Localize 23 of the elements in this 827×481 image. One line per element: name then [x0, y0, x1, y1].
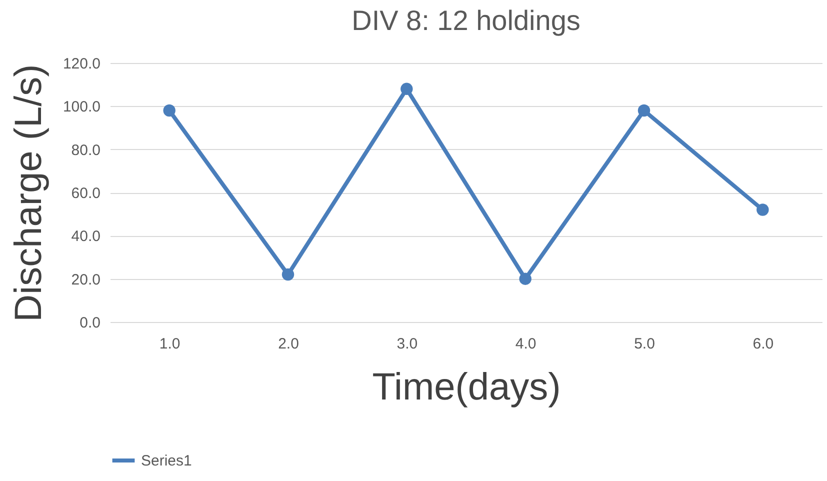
- legend-label: Series1: [141, 452, 192, 470]
- x-axis-title: Time(days): [372, 366, 561, 408]
- y-tick-label: 80.0: [71, 142, 100, 159]
- point: [400, 82, 413, 96]
- y-tick-label: 20.0: [71, 271, 100, 288]
- x-tick-label: 6.0: [752, 336, 774, 352]
- point: [638, 104, 650, 117]
- y-tick-label: 100.0: [62, 98, 100, 116]
- x-tick-label: 1.0: [159, 336, 180, 352]
- y-axis-title: Discharge (L/s): [8, 64, 50, 322]
- y-tick-label: 0.0: [80, 314, 100, 332]
- y-tick-label: 60.0: [71, 185, 100, 202]
- point: [163, 104, 176, 117]
- y-tick-label: 40.0: [71, 228, 100, 246]
- chart-title: DIV 8: 12 holdings: [352, 5, 580, 36]
- x-tick-label: 5.0: [634, 336, 655, 352]
- point: [282, 268, 294, 281]
- point: [756, 204, 769, 216]
- y-tick-label: 120.0: [62, 56, 100, 72]
- x-tick-label: 3.0: [396, 336, 418, 352]
- x-tick-label: 4.0: [515, 336, 536, 352]
- x-tick-label: 2.0: [278, 336, 299, 352]
- point: [519, 272, 532, 285]
